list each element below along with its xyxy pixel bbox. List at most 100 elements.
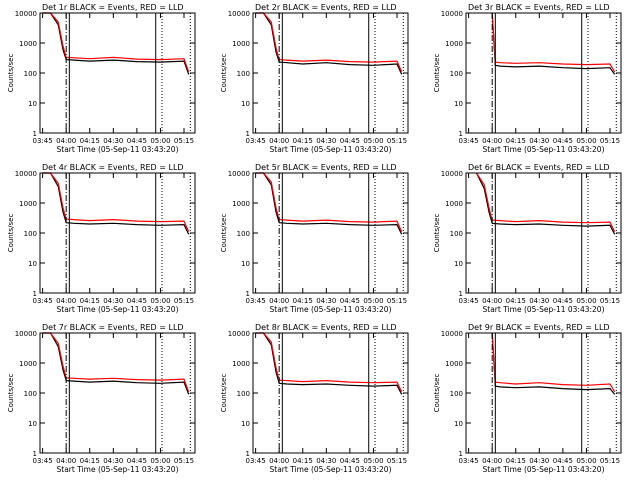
- panel-title: Det 9r BLACK = Events, RED = LLD: [468, 323, 610, 332]
- panel-det-4r: 1 10 100 1000 10000 03:45 04:00 04:15 04:30 04:45…: [7, 163, 196, 314]
- y-tick-label: 100: [450, 230, 463, 238]
- panel-title: Det 1r BLACK = Events, RED = LLD: [42, 3, 184, 12]
- x-tick-label: 05:00: [576, 137, 596, 145]
- y-tick-label: 100: [237, 390, 250, 398]
- x-tick-label: 05:00: [150, 457, 170, 465]
- x-tick-label: 04:30: [529, 137, 549, 145]
- x-tick-label: 03:45: [459, 297, 479, 305]
- x-tick-label: 04:30: [103, 137, 123, 145]
- panel-det-1r: 1 10 100 1000 10000 03:45 04:00 04:15 04:30 04:45…: [7, 3, 196, 154]
- x-tick-label: 05:00: [576, 457, 596, 465]
- x-tick-label: 05:15: [174, 297, 194, 305]
- y-tick-label: 10: [28, 100, 37, 108]
- y-tick-label: 100: [24, 390, 37, 398]
- y-tick-label: 10000: [228, 10, 250, 18]
- y-tick-label: 10000: [228, 330, 250, 338]
- x-tick-label: 05:15: [387, 457, 407, 465]
- y-tick-label: 10: [454, 260, 463, 268]
- y-axis-label: Counts/sec: [7, 54, 15, 93]
- panel-det-3r: 1 10 100 1000 10000 03:45 04:00 04:15 04:30 04:45…: [433, 3, 622, 154]
- y-tick-label: 10000: [15, 170, 37, 178]
- x-tick-label: 04:30: [103, 457, 123, 465]
- panel-det-8r: 1 10 100 1000 10000 03:45 04:00 04:15 04:30 04:45…: [220, 323, 409, 474]
- y-axis-label: Counts/sec: [7, 214, 15, 253]
- x-tick-label: 03:45: [246, 137, 266, 145]
- y-tick-label: 1: [33, 290, 37, 298]
- panel-title: Det 7r BLACK = Events, RED = LLD: [42, 323, 184, 332]
- y-tick-label: 1000: [19, 40, 37, 48]
- events-line: [491, 12, 616, 75]
- y-axis-label: Counts/sec: [220, 374, 228, 413]
- x-tick-label: 04:15: [506, 297, 526, 305]
- y-tick-label: 1000: [19, 360, 37, 368]
- y-axis-label: Counts/sec: [7, 374, 15, 413]
- x-tick-label: 03:45: [459, 457, 479, 465]
- y-tick-label: 100: [450, 390, 463, 398]
- y-tick-label: 1: [246, 450, 250, 458]
- y-tick-label: 10000: [15, 10, 37, 18]
- y-axis-label: Counts/sec: [433, 374, 441, 413]
- y-tick-label: 1000: [445, 200, 463, 208]
- events-line: [255, 172, 403, 235]
- panel-det-6r: 1 10 100 1000 10000 03:45 04:00 04:15 04:30 04:45…: [433, 163, 622, 314]
- y-tick-label: 10000: [228, 170, 250, 178]
- y-tick-label: 1: [33, 450, 37, 458]
- x-tick-label: 05:00: [363, 297, 383, 305]
- y-tick-label: 10000: [441, 330, 463, 338]
- y-tick-label: 10: [454, 420, 463, 428]
- y-tick-label: 10: [241, 260, 250, 268]
- x-axis-label: Start Time (05-Sep-11 03:43:20): [270, 145, 392, 154]
- x-axis-label: Start Time (05-Sep-11 03:43:20): [57, 145, 179, 154]
- y-axis-label: Counts/sec: [433, 214, 441, 253]
- x-tick-label: 05:00: [576, 297, 596, 305]
- x-axis-label: Start Time (05-Sep-11 03:43:20): [483, 145, 605, 154]
- x-tick-label: 05:15: [600, 457, 620, 465]
- lld-line: [255, 332, 403, 393]
- events-line: [42, 172, 190, 235]
- lld-line: [255, 172, 403, 233]
- x-tick-label: 03:45: [33, 137, 53, 145]
- x-tick-label: 03:45: [459, 137, 479, 145]
- x-tick-label: 05:15: [174, 137, 194, 145]
- panel-title: Det 6r BLACK = Events, RED = LLD: [468, 163, 610, 172]
- x-tick-label: 05:00: [150, 297, 170, 305]
- x-tick-label: 03:45: [246, 297, 266, 305]
- y-tick-label: 10: [241, 100, 250, 108]
- lld-line: [42, 12, 190, 73]
- y-tick-label: 100: [450, 70, 463, 78]
- x-axis-label: Start Time (05-Sep-11 03:43:20): [57, 465, 179, 474]
- x-tick-label: 04:00: [482, 457, 502, 465]
- y-tick-label: 1000: [232, 360, 250, 368]
- x-tick-label: 05:15: [387, 137, 407, 145]
- lld-line: [491, 12, 616, 73]
- lld-line: [255, 12, 403, 73]
- x-tick-label: 05:15: [174, 457, 194, 465]
- y-tick-label: 1: [246, 130, 250, 138]
- x-tick-label: 04:45: [553, 297, 573, 305]
- y-tick-label: 100: [237, 70, 250, 78]
- panel-title: Det 4r BLACK = Events, RED = LLD: [42, 163, 184, 172]
- events-line: [491, 332, 616, 395]
- x-tick-label: 04:30: [529, 297, 549, 305]
- x-tick-label: 04:45: [127, 457, 147, 465]
- y-tick-label: 1: [246, 290, 250, 298]
- y-tick-label: 1: [459, 130, 463, 138]
- y-tick-label: 1: [33, 130, 37, 138]
- x-tick-label: 04:15: [293, 137, 313, 145]
- x-tick-label: 05:15: [387, 297, 407, 305]
- y-tick-label: 1: [459, 450, 463, 458]
- x-tick-label: 04:45: [340, 297, 360, 305]
- y-tick-label: 10: [241, 420, 250, 428]
- panel-title: Det 8r BLACK = Events, RED = LLD: [255, 323, 397, 332]
- x-tick-label: 04:00: [269, 457, 289, 465]
- panel-det-5r: 1 10 100 1000 10000 03:45 04:00 04:15 04:30 04:45…: [220, 163, 409, 314]
- y-tick-label: 10: [28, 260, 37, 268]
- y-axis-label: Counts/sec: [433, 54, 441, 93]
- panel-title: Det 3r BLACK = Events, RED = LLD: [468, 3, 610, 12]
- x-tick-label: 04:00: [482, 297, 502, 305]
- x-tick-label: 04:45: [127, 137, 147, 145]
- events-line: [255, 12, 403, 75]
- panel-det-7r: 1 10 100 1000 10000 03:45 04:00 04:15 04:30 04:45…: [7, 323, 196, 474]
- x-tick-label: 04:00: [482, 137, 502, 145]
- x-axis-label: Start Time (05-Sep-11 03:43:20): [270, 465, 392, 474]
